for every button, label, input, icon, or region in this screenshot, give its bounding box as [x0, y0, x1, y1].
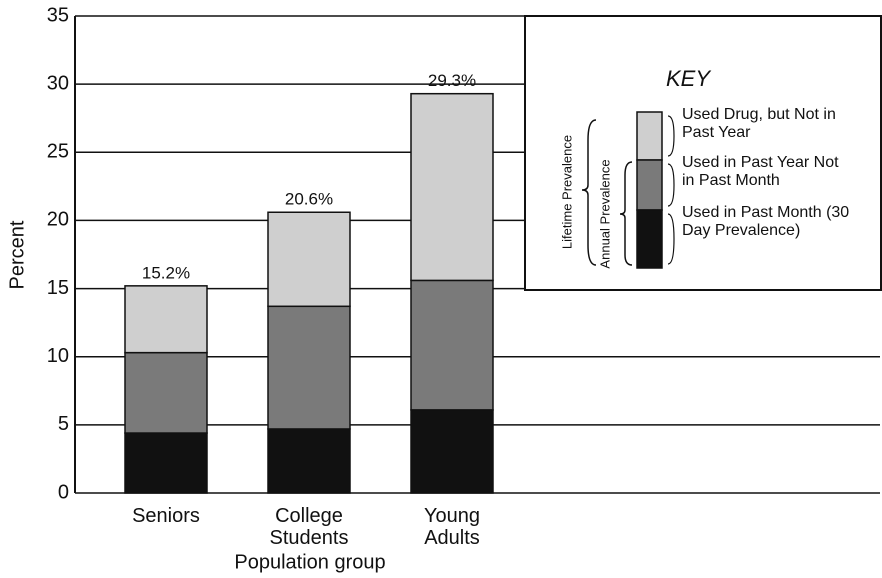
bar-segment — [124, 351, 208, 434]
legend-swatch — [636, 159, 663, 211]
annual-bracket — [619, 161, 633, 266]
y-axis-label: Percent — [6, 220, 28, 289]
legend-brace — [667, 213, 675, 265]
legend-label-box: Used in Past Month (30 Day Prevalence) — [682, 204, 850, 239]
legend-label-box: Used in Past Year Not in Past Month — [682, 154, 839, 189]
total-label: 15.2% — [142, 263, 190, 282]
x-tick-label-box: Young Adults — [424, 505, 480, 549]
bar-segment — [410, 92, 494, 282]
key: KEY Lifetime Prevalence Annual Prevalenc… — [559, 66, 711, 269]
y-tick-label: 35 — [47, 4, 69, 26]
lifetime-bracket — [581, 119, 597, 266]
x-tick-label-box: College Students — [269, 505, 349, 549]
bar-segment — [267, 305, 351, 430]
total-label: 20.6% — [285, 190, 333, 209]
y-tick-label: 30 — [47, 72, 69, 94]
legend-label: Used in Past Month (30 Day Prevalence) — [682, 204, 850, 239]
x-tick-label-box: Seniors — [132, 505, 200, 527]
bar-segment — [267, 428, 351, 494]
bar-segment — [410, 409, 494, 494]
key-title: KEY — [666, 66, 711, 91]
legend-swatch — [636, 209, 663, 269]
y-tick-label: 20 — [47, 209, 69, 231]
legend-label-box: Used Drug, but Not in Past Year — [682, 106, 836, 141]
x-axis-label: Population group — [234, 551, 385, 573]
legend-swatch — [636, 111, 663, 161]
y-tick-label: 15 — [47, 277, 69, 299]
y-tick-label: 10 — [47, 345, 69, 367]
key-box — [524, 15, 882, 291]
y-tick-label: 25 — [47, 141, 69, 163]
legend-label: Used in Past Year Not in Past Month — [682, 154, 839, 189]
x-tick-label: College Students — [269, 505, 349, 549]
bar-segment — [124, 285, 208, 354]
y-tick-label: 5 — [58, 413, 69, 435]
bracket-label: Annual Prevalence — [597, 159, 612, 268]
x-tick-label: Seniors — [132, 505, 200, 527]
total-label: 29.3% — [428, 71, 476, 90]
bar-segment — [267, 211, 351, 308]
y-tick-label: 0 — [58, 481, 69, 503]
legend-label: Used Drug, but Not in Past Year — [682, 106, 836, 141]
legend-brace — [667, 115, 675, 157]
legend-brace — [667, 163, 675, 207]
x-tick-label: Young Adults — [424, 505, 480, 549]
bar-segment — [124, 432, 208, 494]
bracket-label: Lifetime Prevalence — [559, 135, 574, 249]
bar-segment — [410, 279, 494, 411]
bars — [124, 92, 494, 494]
